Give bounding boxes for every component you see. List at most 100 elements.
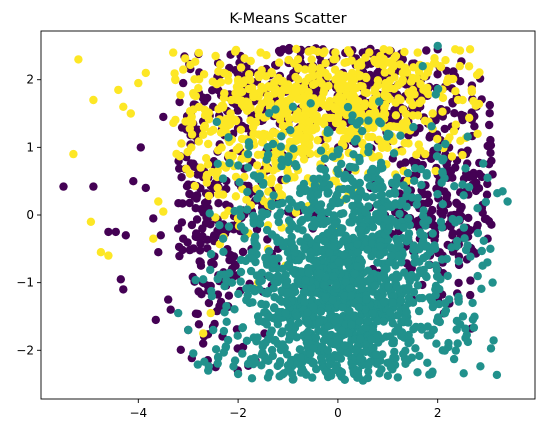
cluster-3-point xyxy=(215,221,224,230)
cluster-2-point xyxy=(339,74,348,84)
cluster-3-point xyxy=(205,209,214,218)
cluster-3-point xyxy=(370,281,380,290)
cluster-3-point xyxy=(339,250,348,260)
cluster-3-point xyxy=(316,146,326,155)
cluster-1-point xyxy=(175,97,184,107)
cluster-3-point xyxy=(367,251,376,261)
cluster-1-point xyxy=(164,295,173,304)
cluster-3-point xyxy=(452,316,462,326)
cluster-3-point xyxy=(322,173,331,182)
cluster-2-point xyxy=(383,92,392,101)
cluster-3-point xyxy=(433,190,442,199)
cluster-3-point xyxy=(461,324,470,333)
cluster-3-point xyxy=(282,350,292,359)
cluster-3-point xyxy=(243,359,253,368)
cluster-3-point xyxy=(390,217,399,226)
cluster-3-point xyxy=(373,316,382,326)
cluster-2-point xyxy=(374,135,384,144)
cluster-2-point xyxy=(253,161,262,170)
cluster-1-point xyxy=(179,78,188,88)
cluster-2-point xyxy=(451,120,460,129)
cluster-3-point xyxy=(262,320,272,329)
cluster-3-point xyxy=(417,180,426,190)
cluster-3-point xyxy=(278,340,287,349)
cluster-2-point xyxy=(206,308,215,318)
cluster-2-point xyxy=(226,109,235,118)
cluster-3-point xyxy=(396,296,406,305)
cluster-1-point xyxy=(204,298,214,308)
cluster-3-point xyxy=(234,289,243,299)
cluster-3-point xyxy=(346,291,356,301)
cluster-3-point xyxy=(233,369,243,379)
cluster-3-point xyxy=(401,346,410,355)
cluster-3-point xyxy=(333,190,342,199)
cluster-1-point xyxy=(448,229,457,238)
cluster-3-point xyxy=(393,237,402,247)
cluster-2-point xyxy=(465,45,475,54)
cluster-3-point xyxy=(337,368,347,377)
cluster-2-point xyxy=(398,75,407,84)
cluster-2-point xyxy=(233,75,243,84)
cluster-2-point xyxy=(365,109,374,119)
cluster-2-point xyxy=(249,129,258,138)
cluster-1-point xyxy=(59,182,68,191)
cluster-3-point xyxy=(379,317,388,326)
cluster-2-point xyxy=(225,120,235,129)
cluster-2-point xyxy=(308,72,318,81)
cluster-3-point xyxy=(498,187,507,196)
cluster-3-point xyxy=(339,209,348,218)
cluster-2-point xyxy=(237,134,247,144)
cluster-3-point xyxy=(413,368,422,377)
cluster-2-point xyxy=(86,217,96,226)
cluster-1-point xyxy=(470,122,479,131)
cluster-3-point xyxy=(284,204,294,213)
cluster-1-point xyxy=(214,199,223,208)
cluster-1-point xyxy=(486,148,495,158)
cluster-2-point xyxy=(400,138,409,148)
cluster-3-point xyxy=(281,308,290,318)
cluster-2-point xyxy=(246,56,255,66)
cluster-1-point xyxy=(185,198,194,208)
cluster-3-point xyxy=(316,353,326,362)
cluster-3-point xyxy=(441,139,450,149)
cluster-3-point xyxy=(288,102,298,112)
cluster-3-point xyxy=(243,149,253,159)
cluster-3-point xyxy=(367,335,376,344)
cluster-1-point xyxy=(278,45,288,54)
cluster-3-point xyxy=(221,343,230,352)
cluster-1-point xyxy=(119,285,128,294)
cluster-3-point xyxy=(385,308,395,317)
cluster-3-point xyxy=(318,245,327,255)
cluster-1-point xyxy=(439,206,449,216)
cluster-2-point xyxy=(199,329,208,338)
cluster-2-point xyxy=(451,45,460,54)
cluster-3-point xyxy=(230,305,239,314)
cluster-1-point xyxy=(422,46,431,55)
cluster-3-point xyxy=(340,341,349,350)
cluster-3-point xyxy=(393,251,403,260)
cluster-3-point xyxy=(343,102,353,112)
cluster-1-point xyxy=(480,214,490,224)
cluster-3-point xyxy=(423,331,432,340)
cluster-2-point xyxy=(169,48,178,57)
cluster-1-point xyxy=(192,215,202,224)
cluster-3-point xyxy=(320,237,329,246)
cluster-2-point xyxy=(316,96,325,105)
cluster-1-point xyxy=(116,275,126,284)
cluster-3-point xyxy=(386,243,396,252)
cluster-2-point xyxy=(300,65,310,74)
cluster-3-point xyxy=(329,213,339,222)
cluster-2-point xyxy=(177,139,186,148)
cluster-3-point xyxy=(356,354,365,363)
cluster-3-point xyxy=(368,222,378,232)
cluster-3-point xyxy=(269,191,278,200)
cluster-3-point xyxy=(411,322,421,332)
cluster-3-point xyxy=(322,367,331,377)
cluster-3-point xyxy=(364,360,373,369)
cluster-3-point xyxy=(413,193,422,203)
cluster-1-point xyxy=(449,67,458,76)
cluster-3-point xyxy=(277,132,286,141)
cluster-3-point xyxy=(419,211,428,220)
cluster-3-point xyxy=(328,295,337,305)
cluster-3-point xyxy=(285,195,294,204)
